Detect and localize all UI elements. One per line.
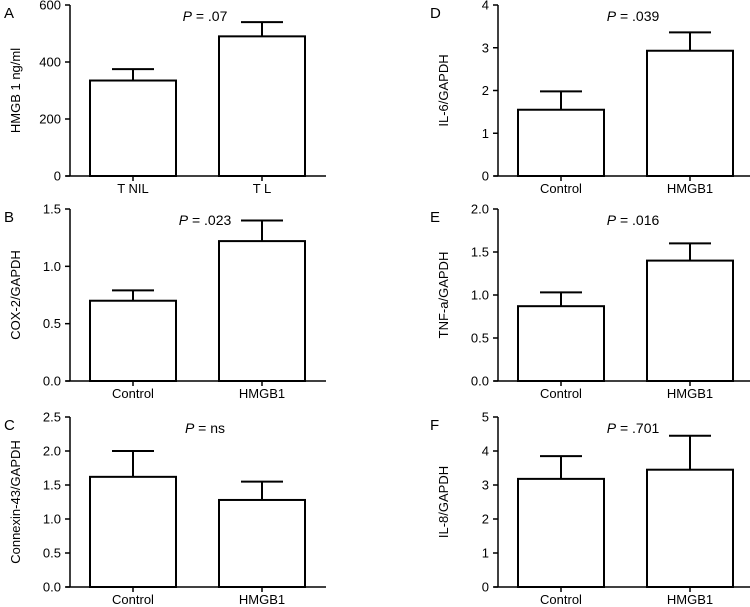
x-tick-label: Control (540, 386, 582, 401)
bar-hmgb1 (646, 49, 734, 177)
y-tick-label: 1.0 (43, 259, 61, 274)
y-axis-label: IL-8/GAPDH (436, 466, 451, 538)
y-tick-label: 4 (482, 444, 489, 459)
y-tick-label: 1.5 (43, 478, 61, 493)
y-axis-label: COX-2/GAPDH (8, 250, 23, 340)
y-axis-label: TNF-a/GAPDH (436, 252, 451, 339)
y-tick-label: 2.5 (43, 410, 61, 425)
panel-c: C 0.0 0.5 1.0 1.5 2.0 2.5 Connexin-43/GAPDH Cont… (4, 410, 326, 607)
x-tick-label: HMGB1 (667, 386, 713, 401)
x-tick-label: HMGB1 (667, 181, 713, 196)
x-tick-label: Control (540, 592, 582, 607)
bar-hmgb1 (218, 240, 306, 382)
p-value-annotation: P = .07 (183, 8, 228, 24)
y-tick-label: 1 (482, 126, 489, 141)
bar-control (89, 475, 177, 588)
y-tick-label: 1 (482, 546, 489, 561)
y-axis-label: Connexin-43/GAPDH (8, 440, 23, 564)
bar-t-l (218, 35, 306, 177)
y-tick-label: 0.0 (43, 580, 61, 595)
y-tick-label: 2.0 (43, 444, 61, 459)
p-value-annotation: P = .039 (607, 8, 660, 24)
y-tick-label: 0.5 (471, 331, 489, 346)
x-tick-label: Control (112, 386, 154, 401)
y-tick-label: 1.0 (43, 512, 61, 527)
panel-letter: A (4, 5, 14, 22)
y-axis-label: HMGB 1 ng/ml (8, 48, 23, 133)
bar-hmgb1 (646, 468, 734, 589)
bar-t-nil (89, 79, 177, 177)
y-tick-label: 0 (54, 169, 61, 184)
p-value-annotation: P = .016 (607, 212, 660, 228)
p-value-annotation: P = .701 (607, 420, 660, 436)
x-tick-label: HMGB1 (239, 592, 285, 607)
y-tick-label: 400 (39, 55, 61, 70)
panel-letter: E (430, 209, 440, 226)
y-tick-label: 5 (482, 410, 489, 425)
y-tick-label: 2 (482, 512, 489, 527)
y-axis-label: IL-6/GAPDH (436, 54, 451, 126)
bar-control (89, 299, 177, 383)
y-tick-label: 1.5 (471, 245, 489, 260)
y-tick-label: 0 (482, 580, 489, 595)
bar-control (517, 305, 605, 382)
y-tick-label: 0.0 (471, 374, 489, 389)
bar-hmgb1 (646, 259, 734, 383)
y-tick-label: 1.5 (43, 202, 61, 217)
y-tick-label: 4 (482, 0, 489, 13)
x-tick-label: Control (112, 592, 154, 607)
panel-d: D 0 1 2 3 4 IL-6/GAPDH Control HMGB1 P = .039 (430, 0, 750, 196)
y-tick-label: 0.5 (43, 546, 61, 561)
y-tick-label: 2 (482, 83, 489, 98)
y-tick-label: 3 (482, 40, 489, 55)
x-tick-label: HMGB1 (667, 592, 713, 607)
y-tick-label: 0 (482, 169, 489, 184)
y-tick-label: 200 (39, 112, 61, 127)
bar-control (517, 477, 605, 589)
y-tick-label: 3 (482, 478, 489, 493)
panel-letter: B (4, 209, 14, 226)
y-tick-label: 0.5 (43, 316, 61, 331)
bar-control (517, 108, 605, 177)
x-tick-label: T L (253, 181, 272, 196)
panel-letter: F (430, 417, 439, 434)
p-value-annotation: P = ns (185, 420, 225, 436)
panel-a: A 0 200 400 600 HMGB 1 ng/ml T NIL T L P = .07 (4, 0, 326, 196)
x-tick-label: Control (540, 181, 582, 196)
panel-e: E 0.0 0.5 1.0 1.5 2.0 TNF-a/GAPDH Control HMGB1 P… (430, 202, 750, 401)
panel-letter: D (430, 5, 441, 22)
bar-hmgb1 (218, 498, 306, 588)
x-tick-label: T NIL (117, 181, 149, 196)
x-tick-label: HMGB1 (239, 386, 285, 401)
y-tick-label: 0.0 (43, 374, 61, 389)
y-tick-label: 600 (39, 0, 61, 13)
y-tick-label: 1.0 (471, 288, 489, 303)
panel-letter: C (4, 417, 15, 434)
p-value-annotation: P = .023 (179, 212, 232, 228)
y-tick-label: 2.0 (471, 202, 489, 217)
panel-f: F 0 1 2 3 4 5 IL-8/GAPDH Control HMGB1 P = .701 (430, 410, 750, 607)
panel-b: B 0.0 0.5 1.0 1.5 COX-2/GAPDH Control HMGB1 P = … (4, 202, 326, 401)
